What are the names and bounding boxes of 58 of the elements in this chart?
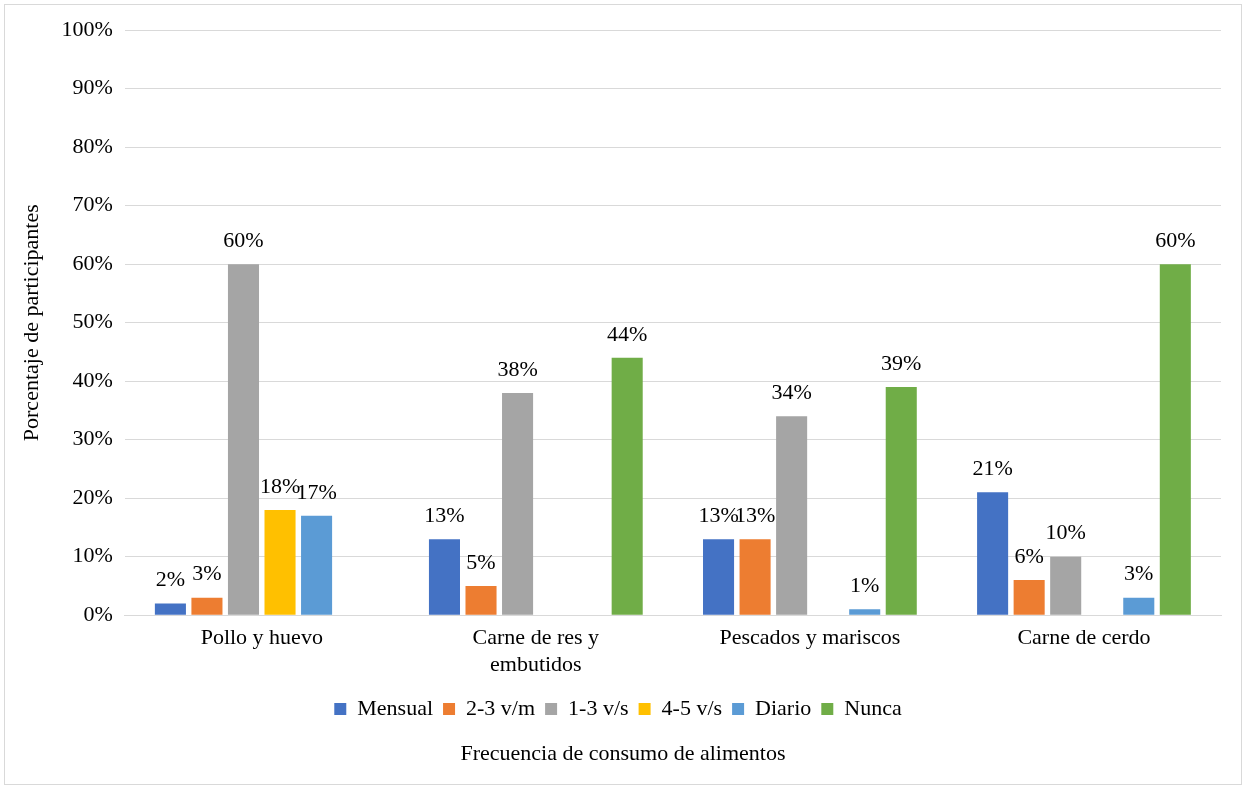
bar — [703, 539, 735, 615]
data-label: 1% — [850, 572, 880, 598]
data-label: 2% — [155, 566, 186, 592]
data-label: 60% — [1155, 226, 1196, 252]
bar — [1159, 264, 1191, 615]
y-tick-label: 60% — [72, 249, 113, 275]
data-label: 10% — [1045, 519, 1086, 545]
bar — [264, 509, 296, 615]
bar — [977, 492, 1009, 615]
bar — [611, 357, 643, 615]
y-tick-label: 20% — [72, 483, 113, 509]
x-tick-label: Pollo y huevo — [200, 624, 323, 650]
bar — [191, 597, 223, 615]
legend-label: Nunca — [844, 694, 902, 720]
data-label: 38% — [497, 355, 538, 381]
data-label: 60% — [223, 226, 264, 252]
data-label: 34% — [771, 379, 812, 405]
bar — [885, 387, 917, 615]
data-label: 18% — [259, 472, 301, 498]
x-tick-label: Carne de cerdo — [1017, 624, 1151, 650]
data-label: 13% — [424, 501, 465, 527]
bar — [428, 539, 460, 615]
x-axis-title: Frecuencia de consumo de alimentos — [459, 740, 787, 766]
bar — [465, 585, 497, 615]
x-tick-label: Pescados y mariscos — [719, 624, 901, 650]
bar — [301, 515, 333, 615]
bar — [739, 539, 771, 615]
bar — [849, 609, 881, 615]
bar — [502, 392, 534, 615]
y-tick-label: 70% — [72, 191, 113, 217]
y-tick-label: 100% — [61, 15, 113, 41]
data-label: 3% — [1124, 560, 1154, 586]
bar — [1123, 597, 1155, 615]
legend-label: 2-3 v/m — [466, 694, 536, 720]
bar — [776, 416, 808, 615]
bar — [154, 603, 186, 615]
bar — [1013, 580, 1045, 615]
y-tick-label: 0% — [83, 600, 113, 626]
data-label: 5% — [466, 548, 496, 574]
y-tick-label: 10% — [72, 542, 113, 568]
y-axis-title: Porcentaje de participantes — [17, 204, 43, 442]
legend-label: Diario — [755, 694, 812, 720]
legend-label: Mensual — [357, 694, 434, 720]
data-label: 21% — [972, 455, 1013, 481]
data-label: 39% — [881, 349, 922, 375]
y-tick-label: 80% — [72, 132, 113, 158]
y-tick-label: 50% — [72, 308, 113, 334]
bar — [227, 264, 260, 615]
data-label: 6% — [1014, 542, 1044, 568]
bar — [1050, 556, 1082, 615]
y-tick-label: 90% — [72, 74, 113, 100]
legend-label: 4-5 v/s — [661, 694, 723, 720]
x-tick-label: Carne de res y embutidos — [472, 624, 600, 676]
data-label: 3% — [192, 560, 222, 586]
legend-label: 1-3 v/s — [568, 694, 629, 720]
y-tick-label: 40% — [72, 366, 113, 392]
y-tick-label: 30% — [72, 425, 113, 451]
data-label: 44% — [607, 320, 648, 346]
